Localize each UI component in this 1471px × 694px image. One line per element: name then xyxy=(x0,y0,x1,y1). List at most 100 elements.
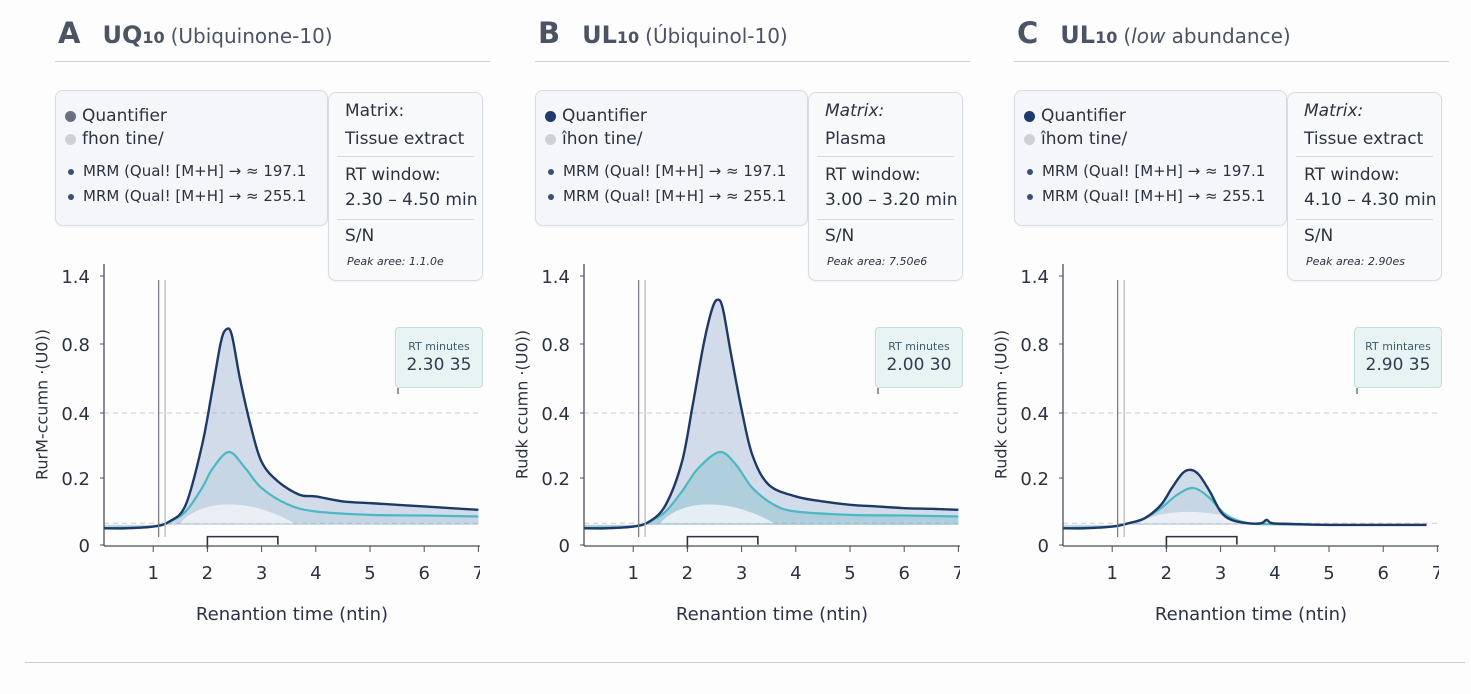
rt-annotation-box: RT mintares 2.90 35 xyxy=(1354,327,1442,388)
y-tick-label: 1.4 xyxy=(541,267,570,288)
integration-area xyxy=(180,504,295,524)
y-tick-label: 0.4 xyxy=(1020,404,1049,425)
legend-quantifier-label: Quantifier xyxy=(562,106,647,126)
compound-subscript: 10 xyxy=(142,28,165,47)
x-tick-label: 7 xyxy=(953,563,960,584)
legend-item-quantifier: Quantifier xyxy=(1024,106,1126,126)
x-tick-label: 1 xyxy=(627,563,638,584)
legend-mrm1-label: MRM (Qual! [M+H] → ≈ 197.1 xyxy=(563,162,787,180)
sn-label: S/N xyxy=(825,226,855,246)
legend-item-quantifier: Quantifier xyxy=(545,106,647,126)
legend-box: Quantifier îhom tine/MRM (Qual! [M+H] → ≈… xyxy=(1014,90,1287,226)
legend-item-mrm1: MRM (Qual! [M+H] → ≈ 197.1 xyxy=(545,162,786,180)
compound-name: (Úbiquinol-10) xyxy=(645,24,788,48)
x-tick-label: 3 xyxy=(256,563,267,584)
panel-title: C UL10 (low abundance) xyxy=(1017,16,1291,50)
panel-letter: C xyxy=(1017,16,1039,50)
y-tick-label: 0.8 xyxy=(61,335,90,356)
integration-bracket xyxy=(206,535,279,549)
legend-second-label: îhom tine/ xyxy=(1041,129,1128,149)
x-axis-label: Renantion time (ntin) xyxy=(1154,604,1348,625)
x-tick-label: 4 xyxy=(310,563,321,584)
info-divider xyxy=(817,156,954,157)
rt-annotation-label: RT minutes xyxy=(408,340,470,353)
rt-window-label: RT window: xyxy=(1304,165,1400,185)
legend-item-second: fhon tine/ xyxy=(65,129,164,149)
legend-quantifier-dot-icon xyxy=(65,110,76,122)
legend-mrm2-label: MRM (Qual! [M+H] → ≈ 255.1 xyxy=(563,187,787,205)
y-tick-label: 0.2 xyxy=(61,469,90,490)
panel-c: C UL10 (low abundance) Quantifier îhom tine/… xyxy=(959,0,1449,694)
matrix-label: Matrix: xyxy=(825,101,885,121)
panel-letter: A xyxy=(58,16,81,50)
legend-second-dot-icon xyxy=(545,133,556,145)
matrix-label: Matrix: xyxy=(1304,101,1364,121)
compound-name-italic: low xyxy=(1131,24,1166,48)
legend-mrm1-dot-icon xyxy=(548,168,554,175)
x-tick-label: 1 xyxy=(1106,563,1117,584)
compound-name-prefix: ( xyxy=(1123,24,1132,48)
legend-item-second: îhon tine/ xyxy=(545,129,642,149)
title-divider xyxy=(55,61,490,62)
panel-title: B UL10 (Úbiquinol-10) xyxy=(538,16,788,50)
legend-second-label: fhon tine/ xyxy=(82,129,164,149)
y-tick-label: 0.2 xyxy=(1020,469,1049,490)
legend-item-mrm2: MRM (Qual! [M+H] → ≈ 255.1 xyxy=(65,187,306,205)
quantifier-area xyxy=(104,328,479,529)
legend-item-mrm2: MRM (Qual! [M+H] → ≈ 255.1 xyxy=(545,187,786,205)
bottom-divider xyxy=(25,662,1465,663)
legend-item-mrm2: MRM (Qual! [M+H] → ≈ 255.1 xyxy=(1024,187,1265,205)
rt-window-value: 4.10 – 4.30 min xyxy=(1304,190,1437,210)
x-tick-label: 7 xyxy=(473,563,480,584)
integration-bracket xyxy=(686,535,759,549)
y-tick-label: 0.8 xyxy=(541,335,570,356)
x-tick-label: 4 xyxy=(790,563,801,584)
x-tick-label: 5 xyxy=(844,563,855,584)
y-tick-label: 0.8 xyxy=(1020,335,1049,356)
rt-window-label: RT window: xyxy=(345,165,441,185)
y-tick-label: 0 xyxy=(559,536,570,557)
legend-item-second: îhom tine/ xyxy=(1024,129,1127,149)
compound-name: (Ubiquinone-10) xyxy=(171,24,333,48)
peak-area: Peak area: 7.50e6 xyxy=(827,255,928,268)
rt-annotation-value: 2.30 35 xyxy=(406,355,472,375)
compound-name-prefix: (Ubiquinone-10) xyxy=(170,24,333,48)
y-tick-label: 0 xyxy=(79,536,90,557)
info-box: Matrix: Plasma RT window: 3.00 – 3.20 min S/… xyxy=(808,92,963,281)
legend-mrm1-label: MRM (Qual! [M+H] → ≈ 197.1 xyxy=(1042,162,1266,180)
x-axis-label: Renantion time (ntin) xyxy=(195,604,389,625)
x-tick-label: 6 xyxy=(898,563,909,584)
peak-area: Peak area: 2.90es xyxy=(1306,255,1405,268)
rt-annotation-box: RT minutes 2.00 30 xyxy=(875,327,963,388)
rt-window-value: 2.30 – 4.50 min xyxy=(345,190,478,210)
legend-item-mrm1: MRM (Qual! [M+H] → ≈ 197.1 xyxy=(65,162,306,180)
integration-bracket xyxy=(1165,535,1238,549)
x-tick-label: 2 xyxy=(1161,563,1172,584)
info-divider xyxy=(337,156,474,157)
x-tick-label: 3 xyxy=(1215,563,1226,584)
x-axis-label: Renantion time (ntin) xyxy=(675,604,869,625)
x-tick-label: 6 xyxy=(418,563,429,584)
info-divider xyxy=(337,219,474,220)
rt-annotation-box: RT minutes 2.30 35 xyxy=(395,327,483,388)
info-divider xyxy=(817,219,954,220)
panel-title: A UQ10 (Ubiquinone-10) xyxy=(58,16,333,50)
quantifier-trace xyxy=(104,327,479,530)
legend-box: Quantifier îhon tine/MRM (Qual! [M+H] → ≈… xyxy=(535,90,808,226)
legend-box: Quantifier fhon tine/MRM (Qual! [M+H] → ≈… xyxy=(55,90,328,226)
legend-quantifier-dot-icon xyxy=(1024,110,1035,122)
sn-label: S/N xyxy=(1304,226,1334,246)
legend-quantifier-dot-icon xyxy=(545,110,556,122)
legend-second-dot-icon xyxy=(1024,133,1035,145)
y-tick-label: 0.4 xyxy=(541,404,570,425)
rt-window-value: 3.00 – 3.20 min xyxy=(825,190,958,210)
chromatogram-plot: 0 0.2 0.4 0.8 1.4 1 2 3 4 5 6 7 xyxy=(541,264,960,584)
rt-annotation-label: RT mintares xyxy=(1365,340,1431,353)
y-axis-label: Rudk ccumn ·(U0)) xyxy=(512,329,532,480)
x-tick-label: 3 xyxy=(736,563,747,584)
legend-mrm2-dot-icon xyxy=(548,193,554,200)
y-tick-label: 0.2 xyxy=(541,469,570,490)
x-tick-label: 5 xyxy=(364,563,375,584)
compound-name-prefix: (Úbiquinol-10) xyxy=(645,24,788,48)
y-axis-label: RurM-ccumn ·(U0)) xyxy=(32,329,52,480)
